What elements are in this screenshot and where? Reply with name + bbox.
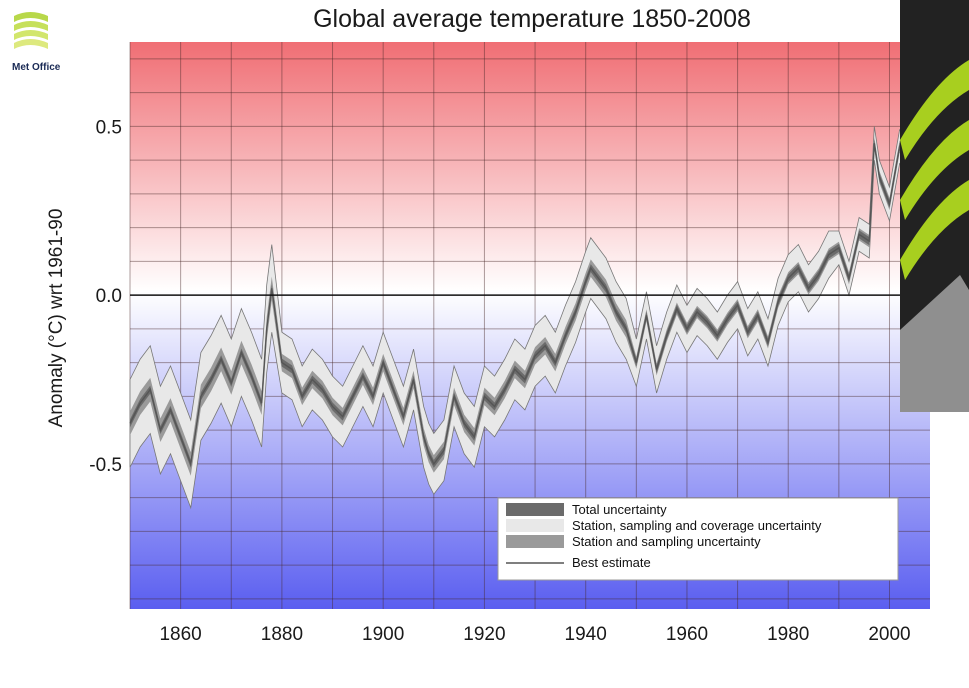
series-lines [129, 143, 931, 467]
best-estimate-line [129, 143, 931, 467]
x-tick-label: 1960 [666, 624, 708, 645]
y-tick-labels: 0.5 0.0 -0.5 [89, 117, 122, 476]
legend-box [497, 497, 899, 581]
x-tick-label: 1860 [159, 624, 201, 645]
logo-text: Met Office [12, 62, 61, 73]
y-axis-label: Anomaly (°C) wrt 1961-90 [46, 209, 67, 428]
x-tick-labels: 1860 1880 1900 1920 1940 1960 1980 2000 [159, 624, 910, 645]
overlay-photo [900, 0, 969, 412]
y-tick-label: 0.5 [96, 117, 122, 138]
legend-label-sampling: Station and sampling uncertainty [572, 534, 761, 549]
x-tick-label: 2000 [868, 624, 910, 645]
x-tick-label: 1900 [362, 624, 404, 645]
x-tick-label: 1880 [261, 624, 303, 645]
legend-label-coverage: Station, sampling and coverage uncertain… [572, 518, 822, 533]
chart-title: Global average temperature 1850-2008 [313, 5, 751, 33]
x-tick-label: 1920 [463, 624, 505, 645]
legend-swatch-sampling [506, 535, 564, 548]
y-tick-label: 0.0 [96, 286, 122, 307]
legend-swatch-coverage [506, 519, 564, 532]
legend: Total uncertainty Station, sampling and … [497, 497, 899, 581]
x-tick-label: 1980 [767, 624, 809, 645]
x-tick-label: 1940 [565, 624, 607, 645]
y-tick-label: -0.5 [89, 455, 122, 476]
legend-label-total: Total uncertainty [572, 502, 667, 517]
met-office-logo: Met Office [12, 12, 61, 73]
legend-swatch-total [506, 503, 564, 516]
legend-label-best: Best estimate [572, 555, 651, 570]
